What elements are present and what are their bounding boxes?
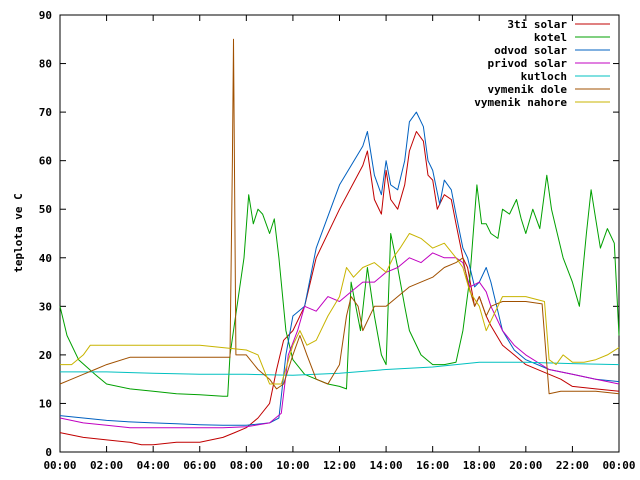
x-tick-label: 16:00: [416, 459, 449, 472]
x-tick-label: 04:00: [137, 459, 170, 472]
x-tick-label: 20:00: [509, 459, 542, 472]
y-tick-label: 30: [39, 300, 52, 313]
legend-label: odvod solar: [494, 44, 567, 57]
legend-label: vymenik dole: [488, 83, 568, 96]
legend-label: kutloch: [521, 70, 567, 83]
x-tick-label: 12:00: [323, 459, 356, 472]
x-tick-label: 10:00: [276, 459, 309, 472]
x-axis: 00:00 02:00 04:00 06:00 08:00 10:00 12:00 14:00…: [43, 15, 636, 472]
x-tick-label: 08:00: [230, 459, 263, 472]
y-tick-label: 90: [39, 9, 52, 22]
legend-label: privod solar: [488, 57, 568, 70]
x-tick-label: 14:00: [370, 459, 403, 472]
legend-label: vymenik nahore: [474, 96, 567, 109]
series-line-7: [60, 233, 620, 385]
x-tick-label: 22:00: [556, 459, 589, 472]
series-line-4: [59, 252, 620, 429]
y-tick-label: 40: [39, 252, 52, 265]
y-tick-label: 80: [39, 58, 52, 71]
legend-label: 3ti solar: [507, 18, 567, 31]
series-line-3: [59, 111, 620, 426]
legend-label: kotel: [534, 31, 567, 44]
series-lines: [59, 38, 620, 446]
x-tick-label: 18:00: [463, 459, 496, 472]
x-tick-label: 00:00: [43, 459, 76, 472]
y-axis-title: teplota ve C: [12, 193, 25, 272]
y-tick-label: 60: [39, 155, 52, 168]
y-tick-label: 0: [45, 446, 52, 459]
series-line-5: [60, 361, 620, 376]
series-line-2: [59, 174, 620, 397]
series-line-1: [59, 131, 620, 446]
x-tick-label: 02:00: [90, 459, 123, 472]
x-tick-label: 00:00: [602, 459, 635, 472]
x-tick-label: 06:00: [183, 459, 216, 472]
series-line-6: [59, 38, 620, 395]
y-axis: 0 10 20 30 40 50 60 70 80 90: [39, 9, 619, 459]
y-tick-label: 10: [39, 397, 52, 410]
y-tick-label: 50: [39, 203, 52, 216]
y-tick-label: 70: [39, 106, 52, 119]
y-tick-label: 20: [39, 349, 52, 362]
